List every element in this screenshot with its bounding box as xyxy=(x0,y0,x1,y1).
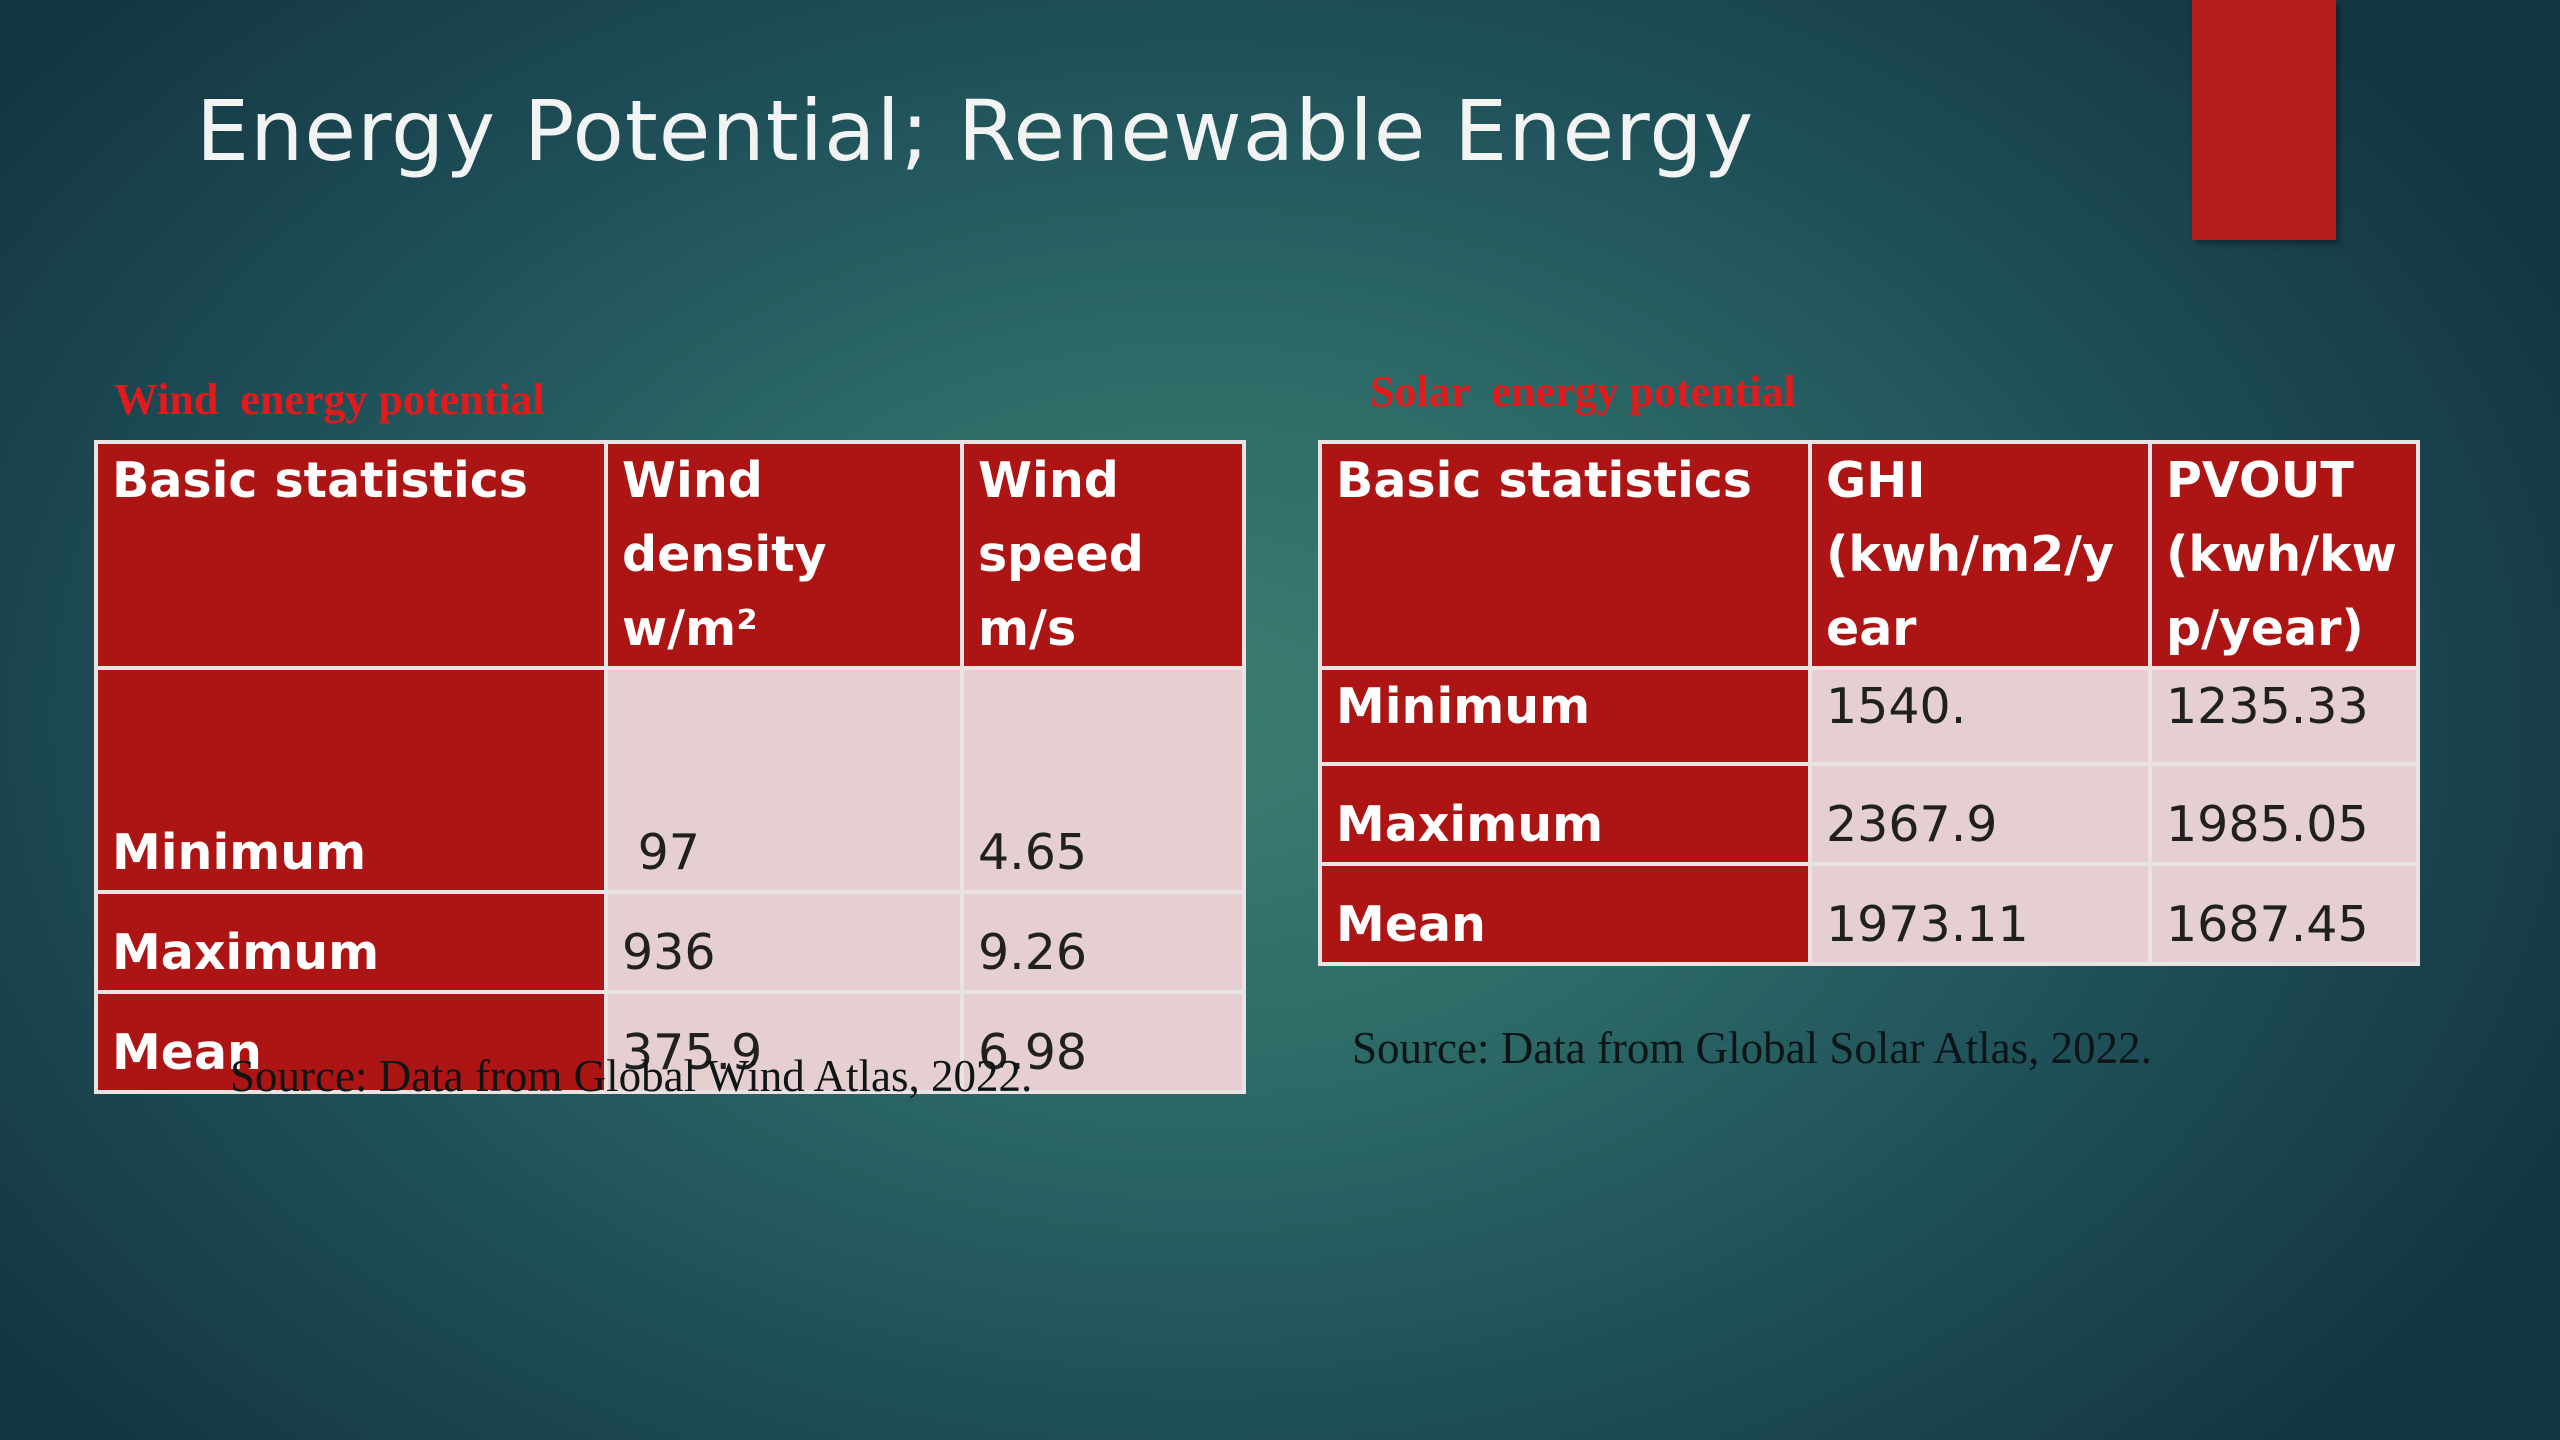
header-ghi-line2: (kwh/m2/y xyxy=(1826,526,2115,583)
header-wind-speed-line1: Wind xyxy=(978,452,1119,509)
header-pvout: PVOUT (kwh/kw p/year) xyxy=(2148,440,2420,670)
wind-speed-max: 9.26 xyxy=(960,890,1246,994)
wind-section-label: Wind energy potential xyxy=(114,375,545,424)
row-label-minimum: Minimum xyxy=(1318,666,1812,766)
row-label-minimum: Minimum xyxy=(94,666,608,894)
header-ghi-line1: GHI xyxy=(1826,452,1926,509)
wind-speed-mean: 6.98 xyxy=(960,990,1246,1094)
header-ghi-line3: ear xyxy=(1826,600,1917,657)
header-basic-statistics: Basic statistics xyxy=(94,440,608,670)
row-label-mean: Mean xyxy=(94,990,608,1094)
header-wind-speed-line2: speed xyxy=(978,526,1144,583)
table-row: Maximum 936 9.26 xyxy=(94,890,1246,994)
row-label-mean: Mean xyxy=(1318,862,1812,966)
wind-speed-min: 4.65 xyxy=(960,666,1246,894)
wind-stats-table: Basic statistics Wind density w/m² Wind … xyxy=(94,440,1246,1094)
table-row: Mean 375.9 6.98 xyxy=(94,990,1246,1094)
wind-density-max: 936 xyxy=(604,890,964,994)
table-row: Mean 1973.11 1687.45 xyxy=(1318,862,2420,966)
wind-density-mean: 375.9 xyxy=(604,990,964,1094)
table-header-row: Basic statistics Wind density w/m² Wind … xyxy=(94,440,1246,670)
header-wind-density-unit: w/m² xyxy=(622,600,758,657)
wind-density-min: 97 xyxy=(604,666,964,894)
ghi-min: 1540. xyxy=(1808,666,2152,766)
row-label-maximum: Maximum xyxy=(94,890,608,994)
wind-source-note: Source: Data from Global Wind Atlas, 202… xyxy=(230,1051,1033,1101)
solar-stats-table: Basic statistics GHI (kwh/m2/y ear PVOUT… xyxy=(1318,440,2420,966)
header-wind-speed-unit: m/s xyxy=(978,600,1077,657)
red-accent-bar xyxy=(2192,0,2336,240)
table-row: Minimum 97 4.65 xyxy=(94,666,1246,894)
table-row: Maximum 2367.9 1985.05 xyxy=(1318,762,2420,866)
ghi-mean: 1973.11 xyxy=(1808,862,2152,966)
table-row: Minimum 1540. 1235.33 xyxy=(1318,666,2420,766)
header-basic-statistics: Basic statistics xyxy=(1318,440,1812,670)
header-pvout-line1: PVOUT xyxy=(2166,452,2354,509)
pvout-min: 1235.33 xyxy=(2148,666,2420,766)
header-pvout-line3: p/year) xyxy=(2166,600,2364,657)
header-wind-speed: Wind speed m/s xyxy=(960,440,1246,670)
solar-source-note: Source: Data from Global Solar Atlas, 20… xyxy=(1352,1023,2152,1073)
header-wind-density: Wind density w/m² xyxy=(604,440,964,670)
header-wind-density-name: Wind density xyxy=(622,452,827,583)
pvout-mean: 1687.45 xyxy=(2148,862,2420,966)
pvout-max: 1985.05 xyxy=(2148,762,2420,866)
table-header-row: Basic statistics GHI (kwh/m2/y ear PVOUT… xyxy=(1318,440,2420,670)
header-ghi: GHI (kwh/m2/y ear xyxy=(1808,440,2152,670)
solar-section-label: Solar energy potential xyxy=(1370,367,1796,416)
ghi-max: 2367.9 xyxy=(1808,762,2152,866)
row-label-maximum: Maximum xyxy=(1318,762,1812,866)
slide-title: Energy Potential; Renewable Energy xyxy=(196,82,1755,180)
header-pvout-line2: (kwh/kw xyxy=(2166,526,2397,583)
